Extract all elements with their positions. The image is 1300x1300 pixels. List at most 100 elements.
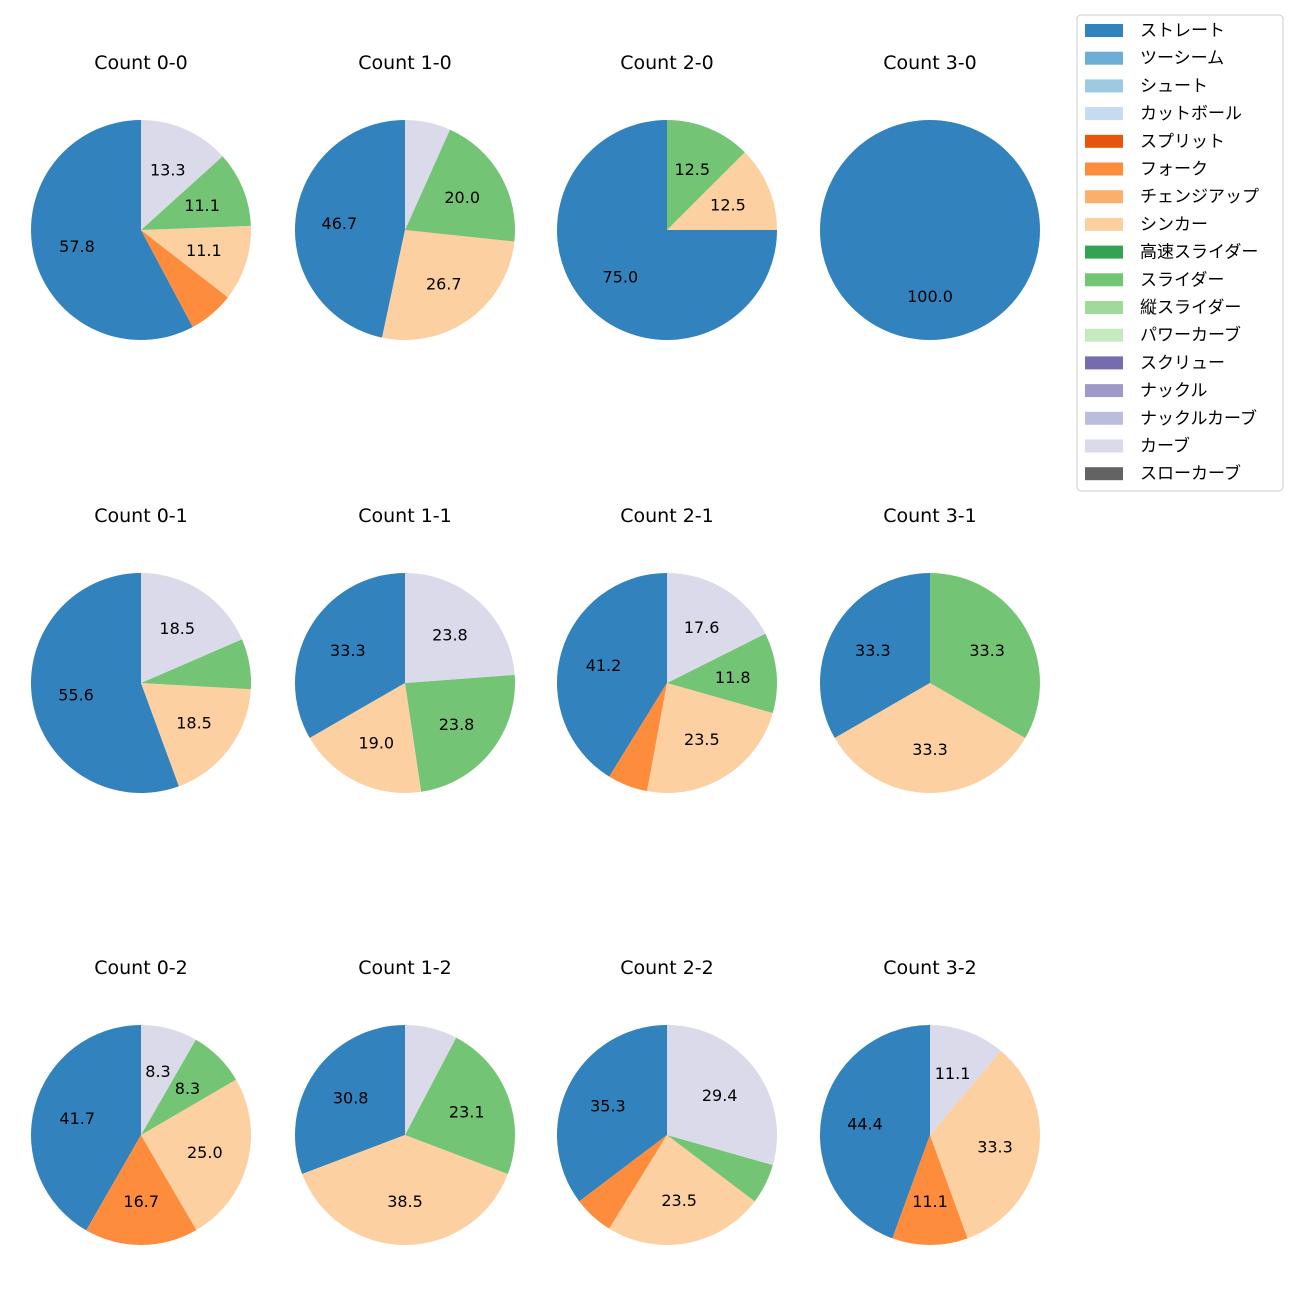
slice-label: 8.3 [175,1079,200,1098]
legend-swatch [1085,162,1123,176]
legend-swatch [1085,328,1123,342]
legend-swatch [1085,24,1123,37]
slice-label: 23.8 [439,715,475,734]
legend-swatch [1085,134,1123,148]
legend-swatch [1085,51,1123,65]
pie-chart: Count 0-0 57.8 11.1 11.1 13.3 [30,52,251,340]
pie-chart: Count 0-2 41.7 16.7 25.0 8.3 8.3 [30,957,251,1246]
pie-slice [141,639,251,690]
pie-chart: Count 0-1 55.6 18.5 18.5 [30,505,251,793]
legend-label: カーブ [1140,436,1190,457]
pie-slice [667,152,777,230]
slice-label: 33.3 [977,1137,1013,1156]
pie-chart: Count 2-0 75.0 12.512.5 [557,52,777,340]
legend-label: スローカーブ [1140,463,1241,484]
pie-title: Count 0-1 [94,505,188,527]
slice-label: 30.8 [333,1089,369,1108]
legend-swatch [1085,439,1123,453]
pie-chart: Count 1-0 46.7 26.7 20.0 [294,52,515,341]
legend-swatch [1085,107,1123,121]
legend-label: カットボール [1140,104,1242,124]
pie-title: Count 1-0 [358,52,452,74]
pie-slice [141,156,251,230]
slice-label: 23.5 [661,1191,697,1210]
legend-swatch [1085,273,1123,287]
pie-chart: Count 1-1 33.3 19.0 23.8 23.8 [295,505,516,793]
pie-slice [609,1135,755,1246]
slice-label: 11.1 [184,196,220,215]
pie-title: Count 2-1 [620,505,714,527]
pie-slice [294,120,405,338]
legend-label: スプリット [1140,132,1225,152]
pie-slice [556,573,667,777]
pie-slice [295,573,405,738]
legend-label: 高速スライダー [1140,243,1258,263]
pie-slice [819,1025,930,1239]
pie-title: Count 2-2 [620,957,714,979]
pie-slice [30,1025,141,1231]
slice-label: 17.6 [684,618,720,637]
pie-slice [820,120,1040,340]
pie-title: Count 2-0 [620,52,714,74]
legend-label: チェンジアップ [1140,187,1259,207]
pie-chart: Count 3-1 33.3 33.3 33.3 [820,505,1040,793]
pie-slice [141,1079,251,1231]
pie-slice [30,573,179,793]
slice-label: 55.6 [58,686,94,705]
pie-slice [892,1135,968,1246]
pie-title: Count 0-0 [94,52,188,74]
slice-label: 100.0 [907,287,953,306]
slice-label: 41.7 [59,1109,95,1128]
pie-chart: Count 2-2 35.3 23.5 29.4 [556,957,777,1246]
slice-label: 23.1 [449,1103,485,1122]
pie-title: Count 0-2 [94,957,188,979]
legend-swatch [1085,384,1123,398]
legend-label: ツーシーム [1140,49,1224,69]
slice-label: 33.3 [855,641,891,660]
slice-label: 29.4 [702,1086,738,1105]
slice-label: 23.8 [432,626,468,645]
pie-title: Count 1-1 [358,505,452,527]
pie-slice [405,1037,515,1175]
legend-label: 縦スライダー [1140,298,1241,318]
slice-label: 44.4 [847,1115,883,1134]
slice-label: 12.5 [674,160,710,179]
slice-label: 41.2 [586,656,622,675]
legend-swatch [1085,356,1123,370]
pie-slice [579,1135,667,1229]
pie-slice [86,1135,197,1246]
pie-title: Count 3-0 [883,52,977,74]
slice-label: 8.3 [145,1062,170,1081]
pie-slice [667,633,777,714]
pie-slice [609,683,667,792]
slice-label: 38.5 [387,1192,423,1211]
pie-title: Count 1-2 [358,957,452,979]
pie-slice [405,674,516,792]
slice-label: 57.8 [59,237,95,256]
pie-slice [820,573,930,738]
slice-label: 33.3 [912,740,948,759]
pie-slice [556,1025,667,1202]
slice-label: 35.3 [590,1097,626,1116]
slice-label: 26.7 [426,274,462,293]
pie-slice [647,683,773,793]
pie-slice [405,1025,457,1135]
pie-slice [667,573,766,683]
legend-frame [1076,14,1284,492]
pie-slice [834,683,1026,793]
pie-chart: Count 2-1 41.2 23.5 11.8 17.6 [556,505,777,793]
legend-label: シンカー [1140,215,1208,235]
legend-swatch [1085,467,1123,481]
slice-label: 46.7 [322,214,358,233]
pie-slice [667,1025,777,1166]
legend-label: ナックルカーブ [1140,408,1257,429]
slice-label: 11.1 [912,1192,948,1211]
slice-label: 11.1 [186,241,222,260]
pie-chart: Count 1-2 30.8 38.5 23.1 [295,957,515,1245]
pie-slice [930,573,1040,738]
slice-label: 33.3 [330,641,366,660]
slice-label: 20.0 [444,188,480,207]
pie-slice [930,1050,1041,1239]
pie-slice [309,683,422,793]
